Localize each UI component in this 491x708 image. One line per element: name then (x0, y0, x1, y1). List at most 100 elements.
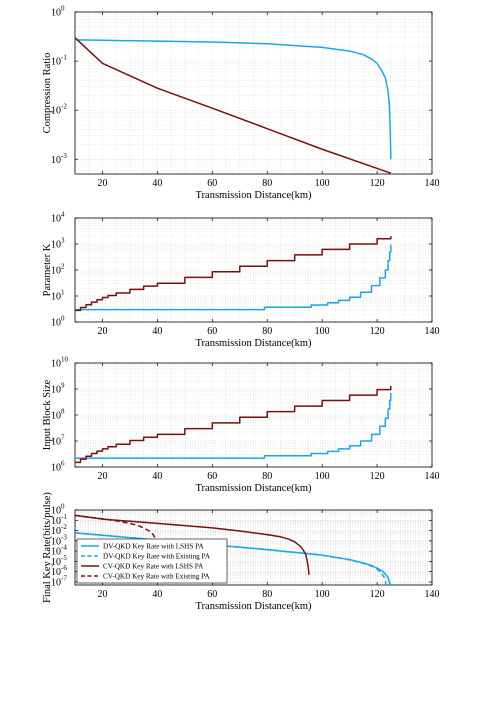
x-tick-label: 120 (370, 471, 385, 482)
y-tick-label: 10 (51, 567, 61, 578)
x-tick-label: 60 (207, 471, 217, 482)
x-tick-label: 140 (425, 589, 440, 600)
y-tick-exponent: 7 (61, 434, 65, 442)
x-tick-label: 40 (152, 326, 162, 337)
y-tick-base: 10 (51, 547, 61, 558)
y-tick-label: 10 (51, 240, 61, 251)
y-tick-base: 10 (51, 214, 61, 225)
plot-frame (74, 509, 433, 586)
series-group (75, 37, 392, 174)
y-tick-base: 10 (51, 567, 61, 578)
y-tick-exponent: 9 (61, 382, 65, 390)
series-line-dv-lshs (75, 244, 392, 311)
y-tick-base: 10 (51, 557, 61, 568)
y-tick-label: 10 (51, 463, 61, 474)
x-axis-label: Transmission Distance(km) (196, 601, 312, 612)
series-line-cv-lshs (75, 386, 392, 464)
y-tick-base: 10 (51, 385, 61, 396)
y-tick-label: 10 (51, 266, 61, 277)
y-tick-label: 10 (51, 318, 61, 329)
x-tick-label: 20 (97, 178, 107, 189)
x-tick-label: 80 (262, 471, 272, 482)
y-axis-label: Final Key Rate(bits/pulse) (42, 492, 53, 603)
x-tick-label: 100 (315, 471, 330, 482)
y-tick-exponent: -1 (61, 54, 67, 62)
y-tick-base: 10 (51, 437, 61, 448)
grid (75, 12, 432, 174)
series-group (75, 236, 392, 312)
y-tick-base: 10 (51, 57, 61, 68)
legend-entry-cv-lshs: CV-QKD Key Rate with LSHS PA (103, 563, 204, 571)
y-tick-exponent: -5 (61, 554, 67, 562)
x-tick-label: 140 (425, 471, 440, 482)
x-tick-label: 60 (207, 589, 217, 600)
y-tick-exponent: -2 (61, 103, 67, 111)
grid (75, 510, 432, 585)
series-line-dv-lshs (75, 39, 392, 160)
y-tick-base: 10 (51, 292, 61, 303)
y-tick-base: 10 (51, 516, 61, 527)
x-tick-label: 80 (262, 326, 272, 337)
y-tick-label: 10 (51, 536, 61, 547)
y-tick-label: 10 (51, 57, 61, 68)
y-tick-exponent: -2 (61, 523, 67, 531)
y-axis-label: Compression Ratio (42, 53, 53, 134)
y-tick-label: 10 (51, 547, 61, 558)
x-tick-label: 100 (315, 178, 330, 189)
y-tick-exponent: -6 (61, 564, 67, 572)
y-tick-exponent: 1 (61, 289, 65, 297)
x-tick-label: 120 (370, 589, 385, 600)
y-tick-exponent: 3 (61, 237, 65, 245)
y-tick-base: 10 (51, 8, 61, 19)
x-tick-label: 120 (370, 326, 385, 337)
y-tick-label: 10 (51, 411, 61, 422)
y-tick-label: 10 (51, 437, 61, 448)
y-tick-exponent: 6 (61, 460, 65, 468)
y-tick-label: 10 (51, 385, 61, 396)
series-line-cv-lshs (75, 514, 310, 575)
y-tick-base: 10 (51, 463, 61, 474)
series-line-dv-lshs (75, 393, 392, 459)
y-tick-exponent: 0 (61, 315, 65, 323)
y-tick-exponent: 0 (61, 503, 65, 511)
x-tick-label: 40 (152, 471, 162, 482)
y-tick-base: 10 (51, 411, 61, 422)
x-tick-label: 100 (315, 326, 330, 337)
x-tick-label: 20 (97, 471, 107, 482)
y-axis-label: Parameter K (42, 243, 53, 296)
y-tick-exponent: -7 (61, 574, 67, 582)
series-line-cv-lshs (75, 37, 392, 174)
grid (75, 363, 432, 468)
y-tick-base: 10 (51, 359, 61, 370)
y-tick-label: 10 (51, 155, 61, 166)
y-tick-label: 10 (51, 359, 61, 370)
y-tick-base: 10 (51, 526, 61, 537)
y-tick-exponent: 0 (61, 5, 65, 13)
y-tick-label: 10 (51, 577, 61, 588)
x-tick-label: 80 (262, 589, 272, 600)
y-tick-exponent: -4 (61, 544, 67, 552)
y-tick-base: 10 (51, 536, 61, 547)
x-tick-label: 80 (262, 178, 272, 189)
y-tick-label: 10 (51, 8, 61, 19)
x-tick-label: 60 (207, 178, 217, 189)
x-tick-label: 100 (315, 589, 330, 600)
legend-entry-cv-existing: CV-QKD Key Rate with Existing PA (103, 573, 210, 581)
y-tick-base: 10 (51, 240, 61, 251)
y-tick-exponent: -1 (61, 513, 67, 521)
y-tick-label: 10 (51, 292, 61, 303)
legend-box (76, 538, 228, 584)
y-tick-base: 10 (51, 155, 61, 166)
y-tick-exponent: -3 (61, 533, 67, 541)
grid (75, 218, 432, 323)
legend: DV-QKD Key Rate with LSHS PA DV-QKD Key R… (76, 538, 228, 584)
legend-entry-dv-existing: DV-QKD Key Rate with Existing PA (103, 553, 211, 561)
y-tick-base: 10 (51, 577, 61, 588)
y-tick-exponent: 4 (61, 211, 65, 219)
series-line-cv-lshs (75, 236, 392, 312)
y-tick-base: 10 (51, 506, 61, 517)
